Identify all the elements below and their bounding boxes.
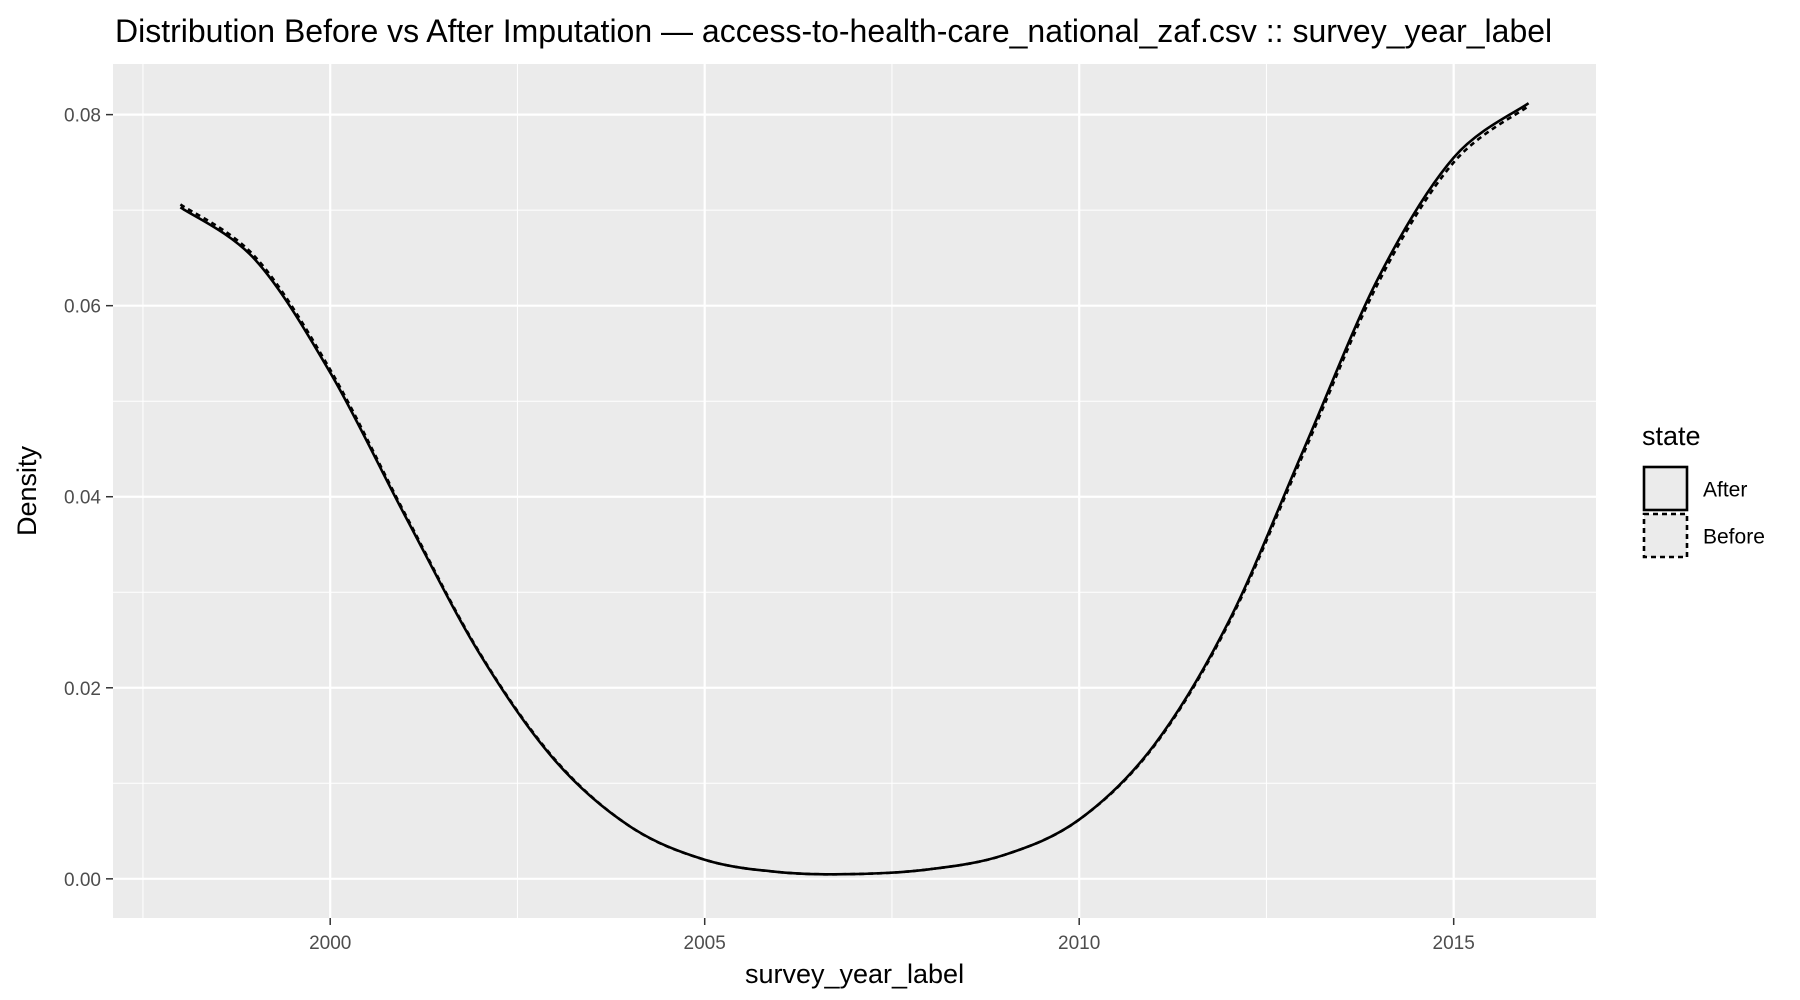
legend-key-after: After	[1642, 465, 1747, 512]
legend-title: state	[1642, 421, 1701, 451]
y-tick-label: 0.08	[64, 106, 101, 127]
density-line-before	[179, 104, 1530, 876]
legend: state After Before	[1642, 421, 1765, 559]
density-lines	[179, 102, 1530, 876]
y-tick-label: 0.04	[64, 488, 101, 509]
y-tick-label: 0.06	[64, 297, 101, 318]
x-tick-label: 2005	[684, 933, 726, 954]
x-axis-ticks: 2000 2005 2010 2015	[309, 918, 1475, 954]
x-tick-label: 2000	[309, 933, 351, 954]
legend-swatch	[1642, 512, 1689, 559]
x-tick-label: 2010	[1058, 933, 1100, 954]
y-axis-ticks: 0.00 0.02 0.04 0.06 0.08	[64, 106, 113, 891]
legend-label: Before	[1703, 526, 1765, 549]
plot-panel	[113, 64, 1596, 918]
y-tick-label: 0.02	[64, 679, 101, 700]
legend-key-before: Before	[1642, 512, 1765, 559]
legend-swatch	[1642, 465, 1689, 512]
x-tick-label: 2015	[1433, 933, 1475, 954]
y-axis-title: Density	[12, 445, 42, 536]
chart-title: Distribution Before vs After Imputation …	[115, 13, 1552, 49]
y-tick-label: 0.00	[64, 870, 101, 891]
minor-gridlines	[113, 64, 1596, 918]
x-axis-title: survey_year_label	[745, 959, 964, 989]
legend-label: After	[1703, 479, 1747, 502]
legend-entries: After Before	[1642, 465, 1765, 559]
density-line-after	[179, 102, 1530, 876]
major-gridlines	[113, 64, 1596, 918]
